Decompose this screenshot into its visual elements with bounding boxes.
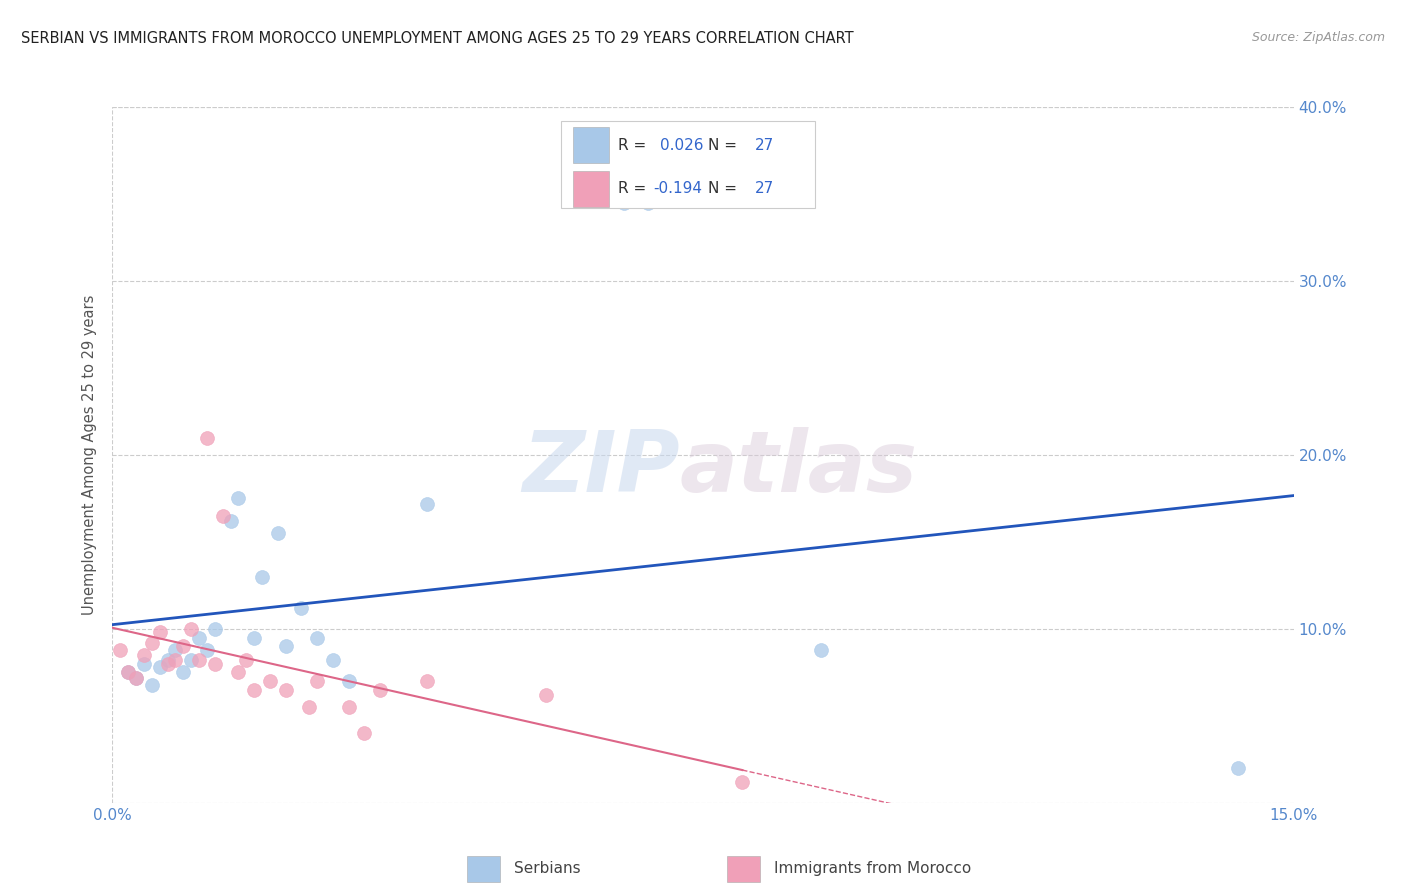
Point	[211, 508, 233, 523]
Point	[195, 431, 218, 445]
Point	[298, 700, 321, 714]
Text: -0.194: -0.194	[654, 181, 703, 196]
Point	[274, 639, 297, 653]
Point	[125, 671, 148, 685]
Point	[235, 653, 257, 667]
Text: N =: N =	[707, 137, 741, 153]
Point	[117, 665, 139, 680]
Point	[141, 636, 163, 650]
Point	[195, 642, 218, 657]
Point	[337, 674, 360, 689]
Point	[172, 639, 194, 653]
Point	[149, 660, 172, 674]
Point	[228, 665, 250, 680]
FancyBboxPatch shape	[727, 855, 759, 882]
Point	[810, 642, 832, 657]
Point	[731, 775, 754, 789]
Point	[125, 671, 148, 685]
Text: ZIP: ZIP	[522, 427, 679, 510]
FancyBboxPatch shape	[561, 121, 815, 208]
Point	[132, 648, 155, 662]
Point	[117, 665, 139, 680]
Point	[534, 688, 557, 702]
Text: atlas: atlas	[679, 427, 918, 510]
Point	[165, 642, 187, 657]
Point	[180, 622, 202, 636]
Point	[307, 674, 329, 689]
Text: Serbians: Serbians	[515, 862, 581, 877]
Point	[204, 657, 226, 671]
Point	[267, 526, 290, 541]
Point	[613, 195, 636, 210]
Point	[243, 631, 266, 645]
Point	[165, 653, 187, 667]
Point	[290, 601, 312, 615]
Point	[322, 653, 344, 667]
Point	[307, 631, 329, 645]
Point	[204, 622, 226, 636]
FancyBboxPatch shape	[467, 855, 501, 882]
Point	[250, 570, 273, 584]
Text: R =: R =	[619, 181, 651, 196]
Text: 27: 27	[755, 181, 775, 196]
Point	[368, 682, 391, 697]
Text: N =: N =	[707, 181, 741, 196]
Text: 27: 27	[755, 137, 775, 153]
FancyBboxPatch shape	[574, 128, 609, 163]
Point	[156, 653, 179, 667]
Point	[243, 682, 266, 697]
Point	[172, 665, 194, 680]
Point	[219, 514, 242, 528]
Point	[259, 674, 281, 689]
Text: Source: ZipAtlas.com: Source: ZipAtlas.com	[1251, 31, 1385, 45]
Point	[228, 491, 250, 506]
Y-axis label: Unemployment Among Ages 25 to 29 years: Unemployment Among Ages 25 to 29 years	[82, 294, 97, 615]
Point	[353, 726, 375, 740]
Point	[180, 653, 202, 667]
Point	[274, 682, 297, 697]
Point	[188, 653, 211, 667]
Point	[188, 631, 211, 645]
Text: R =: R =	[619, 137, 651, 153]
Point	[149, 625, 172, 640]
Point	[132, 657, 155, 671]
Point	[337, 700, 360, 714]
Point	[637, 195, 659, 210]
Point	[1227, 761, 1250, 775]
FancyBboxPatch shape	[574, 170, 609, 207]
Text: 0.026: 0.026	[661, 137, 704, 153]
Point	[110, 642, 132, 657]
Text: SERBIAN VS IMMIGRANTS FROM MOROCCO UNEMPLOYMENT AMONG AGES 25 TO 29 YEARS CORREL: SERBIAN VS IMMIGRANTS FROM MOROCCO UNEMP…	[21, 31, 853, 46]
Point	[416, 497, 439, 511]
Point	[156, 657, 179, 671]
Text: Immigrants from Morocco: Immigrants from Morocco	[773, 862, 972, 877]
Point	[141, 677, 163, 691]
Point	[416, 674, 439, 689]
